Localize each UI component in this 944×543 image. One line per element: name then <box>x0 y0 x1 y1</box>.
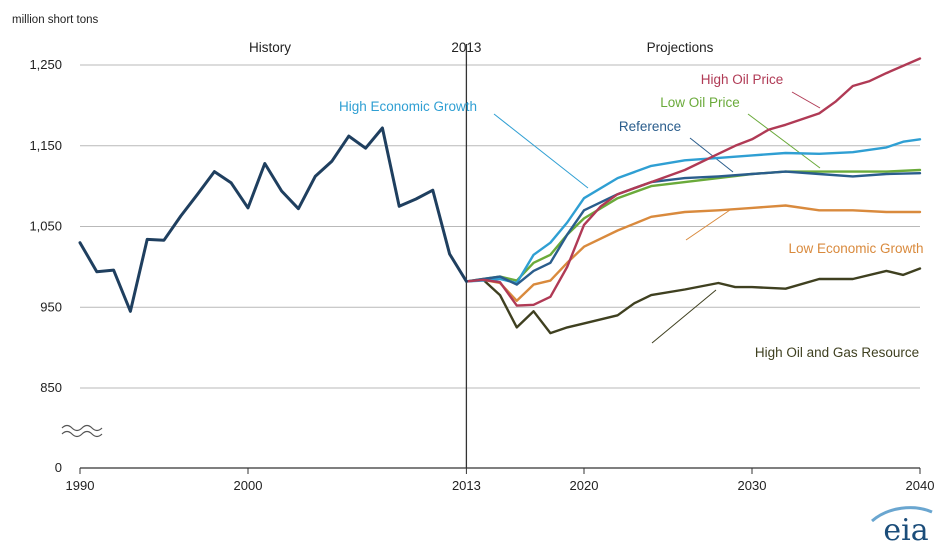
x-tick-label: 2013 <box>452 478 481 493</box>
y-tick-label: 950 <box>40 299 62 314</box>
leader-line <box>689 137 734 173</box>
grid <box>80 64 920 389</box>
series-labels: High Oil Price Low Oil Price High Economic… <box>339 72 924 360</box>
y-tick-label: 850 <box>40 380 62 395</box>
leader-line <box>651 289 717 344</box>
label-leader-lines <box>493 91 821 344</box>
series-line-high-oil-price <box>465 57 922 307</box>
y-tick-label: 1,250 <box>29 57 62 72</box>
y-axis-unit-label: million short tons <box>12 14 99 26</box>
x-tick-label: 1990 <box>66 478 95 493</box>
history-section-label: History <box>249 40 291 55</box>
y-tick-label: 0 <box>55 460 62 475</box>
projections-section-label: Projections <box>647 40 714 55</box>
leader-line <box>493 113 589 189</box>
axis-break-icon <box>61 424 103 438</box>
series-line-high-economic-growth <box>465 138 922 285</box>
leader-line <box>747 113 821 169</box>
x-tick-label: 2030 <box>738 478 767 493</box>
series-line-low-economic-growth <box>465 204 922 302</box>
eia-logo: eia <box>871 506 933 543</box>
leader-line <box>685 209 731 241</box>
data-series <box>78 57 922 335</box>
series-label-low-economic-growth: Low Economic Growth <box>788 241 923 256</box>
series-line-high-oil-and-gas-resource <box>465 267 922 335</box>
leader-line <box>791 91 821 109</box>
eia-logo-text: eia <box>883 513 928 543</box>
series-line-reference <box>465 170 922 286</box>
y-tick-label: 1,150 <box>29 138 62 153</box>
series-line-low-oil-price <box>465 168 922 283</box>
series-label-reference: Reference <box>619 119 681 134</box>
divider-year-label: 2013 <box>451 40 481 55</box>
x-tick-label: 2040 <box>906 478 935 493</box>
x-tick-labels: 1990 2000 2013 2020 2030 2040 <box>66 468 935 493</box>
series-label-high-oil-and-gas-resource: High Oil and Gas Resource <box>755 345 919 360</box>
series-line-history <box>78 126 468 313</box>
y-tick-labels: 0 850 950 1,050 1,150 1,250 <box>29 57 62 475</box>
y-tick-label: 1,050 <box>29 219 62 234</box>
series-label-high-oil-price: High Oil Price <box>701 72 784 87</box>
x-tick-label: 2000 <box>234 478 263 493</box>
series-label-low-oil-price: Low Oil Price <box>660 95 740 110</box>
x-tick-label: 2020 <box>570 478 599 493</box>
series-label-high-economic-growth: High Economic Growth <box>339 99 477 114</box>
